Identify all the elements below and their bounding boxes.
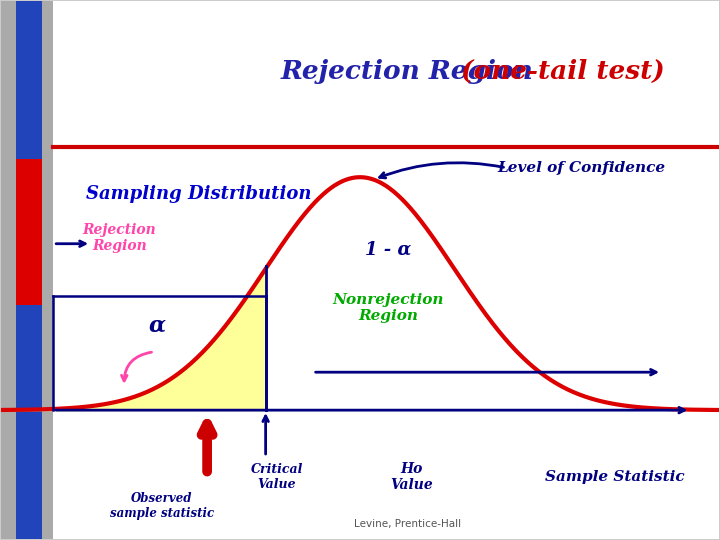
Bar bbox=[1, 2, 53, 538]
Text: Nonrejection
Region: Nonrejection Region bbox=[333, 293, 444, 323]
Text: Critical
Value: Critical Value bbox=[251, 463, 303, 491]
Text: Sample Statistic: Sample Statistic bbox=[545, 470, 685, 484]
Text: Level of Confidence: Level of Confidence bbox=[498, 161, 666, 175]
Text: 1 - α: 1 - α bbox=[365, 240, 412, 259]
Bar bbox=[16, 2, 42, 538]
Text: Rejection Region: Rejection Region bbox=[281, 59, 543, 84]
Text: α: α bbox=[148, 314, 166, 336]
Text: Levine, Prentice-Hall: Levine, Prentice-Hall bbox=[354, 519, 461, 529]
Bar bbox=[16, 159, 42, 305]
Text: (one-tail test): (one-tail test) bbox=[461, 59, 665, 84]
Text: Ho
Value: Ho Value bbox=[390, 462, 433, 492]
Text: Observed
sample statistic: Observed sample statistic bbox=[110, 492, 214, 521]
Text: Rejection
Region: Rejection Region bbox=[83, 223, 156, 253]
Text: Sampling Distribution: Sampling Distribution bbox=[86, 185, 312, 203]
